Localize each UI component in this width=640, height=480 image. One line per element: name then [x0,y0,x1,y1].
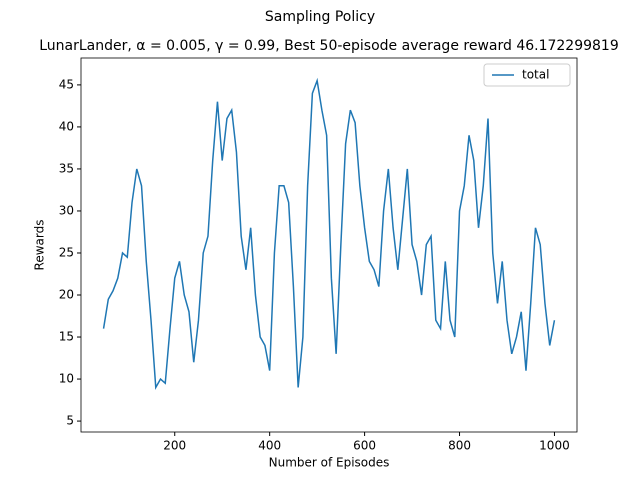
y-tick-label: 35 [59,161,74,175]
x-tick-label: 600 [353,439,376,453]
y-tick-label: 30 [59,203,74,217]
x-axis-label: Number of Episodes [269,456,390,470]
x-tick-label: 800 [448,439,471,453]
y-tick-label: 5 [66,414,74,428]
y-tick-label: 40 [59,119,74,133]
plot-frame [80,57,578,433]
y-tick-label: 10 [59,372,74,386]
x-tick-label: 400 [258,439,281,453]
chart-subtitle: LunarLander, α = 0.005, γ = 0.99, Best 5… [39,38,619,54]
y-tick-label: 45 [59,77,74,91]
legend-box [483,63,571,87]
y-tick-label: 20 [59,288,74,302]
y-tick-label: 15 [59,330,74,344]
y-axis-label: Rewards [33,220,47,271]
y-tick-label: 25 [59,245,74,259]
legend-label: total [522,68,549,82]
x-tick-label: 1000 [539,439,570,453]
data-line [102,77,556,391]
chart-title: Sampling Policy [265,9,375,25]
x-tick-label: 200 [163,439,186,453]
